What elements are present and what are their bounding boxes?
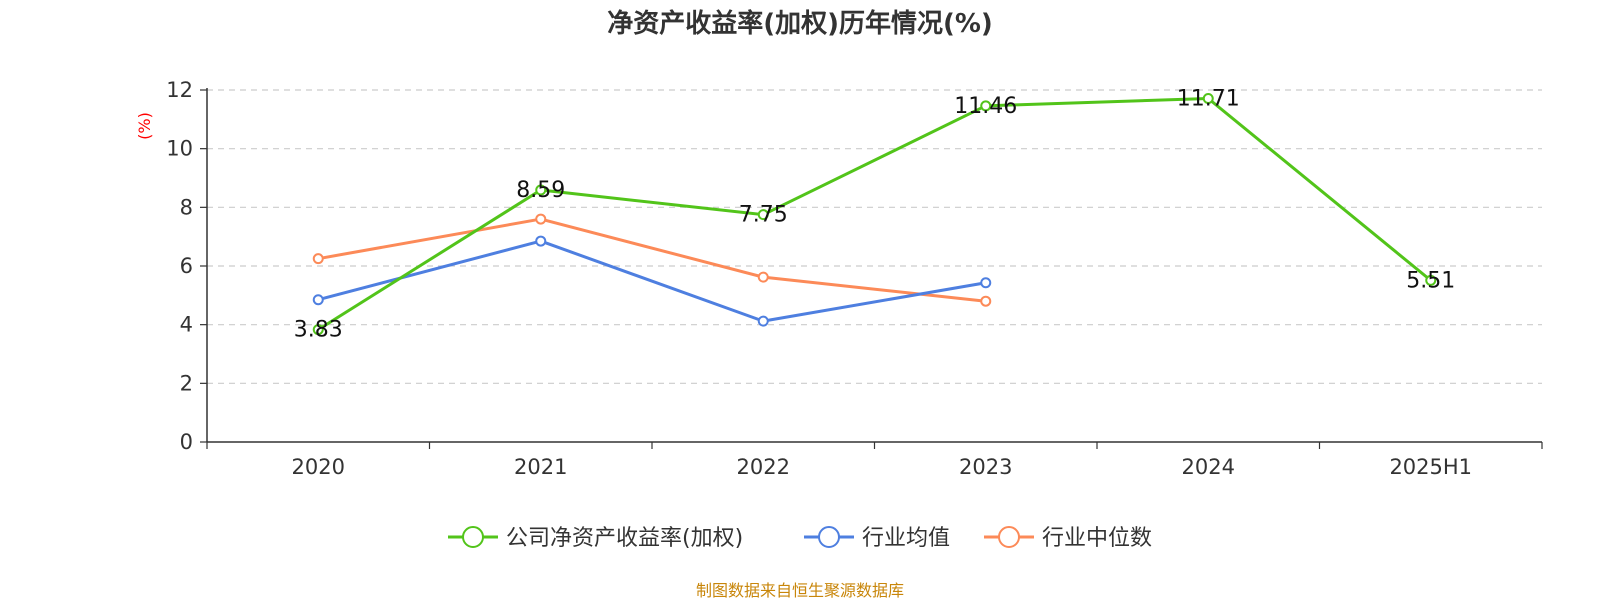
data-labels: 3.83 8.59 7.75 11.46 11.71 5.51: [294, 87, 1455, 343]
series-line-2: [317, 217, 986, 303]
x-tick-label: 2023: [959, 455, 1012, 479]
data-point[interactable]: [980, 277, 992, 289]
legend-label: 公司净资产收益率(加权): [506, 526, 743, 551]
data-point[interactable]: [980, 295, 992, 307]
legend-label: 行业均值: [862, 526, 950, 551]
x-tick-label: 2025H1: [1389, 455, 1472, 479]
data-label: 11.71: [1177, 87, 1240, 112]
x-tick-label: 2024: [1182, 455, 1235, 479]
y-tick-label: 2: [180, 371, 193, 395]
y-tick-label: 6: [180, 254, 193, 278]
y-tick-label: 10: [166, 137, 193, 161]
data-point[interactable]: [312, 324, 324, 336]
legend[interactable]: 公司净资产收益率(加权) 行业均值 行业中位数: [448, 526, 1152, 551]
grid-lines: [207, 89, 1542, 384]
x-tick-label: 2020: [292, 455, 345, 479]
data-point[interactable]: [312, 294, 324, 306]
x-tick-label: 2022: [737, 455, 790, 479]
series-line-1: [317, 239, 987, 323]
series-lines: [312, 93, 1437, 336]
data-point[interactable]: [757, 271, 769, 283]
y-tick-label: 8: [180, 195, 193, 219]
legend-marker: [818, 526, 840, 548]
data-label: 5.51: [1406, 268, 1455, 293]
x-tick-label: 2021: [514, 455, 567, 479]
axes: 0 2 4 6 8 10 12 2020 2021 2022 2023 2024 2025H1: [166, 78, 1543, 479]
legend-item-1[interactable]: 行业均值: [804, 526, 950, 551]
y-axis-label: (%): [135, 112, 154, 140]
series-line-0: [317, 97, 1432, 331]
legend-marker: [462, 526, 484, 548]
data-point[interactable]: [535, 184, 547, 196]
chart-title: 净资产收益率(加权)历年情况(%): [607, 8, 993, 39]
data-label: 7.75: [739, 203, 788, 228]
data-point[interactable]: [1425, 274, 1437, 286]
legend-marker: [998, 526, 1020, 548]
data-point[interactable]: [1202, 93, 1214, 105]
legend-item-2[interactable]: 行业中位数: [984, 526, 1152, 551]
source-note: 制图数据来自恒生聚源数据库: [696, 581, 904, 600]
data-point[interactable]: [757, 315, 769, 327]
data-point[interactable]: [757, 209, 769, 221]
data-label: 3.83: [294, 318, 343, 343]
y-tick-label: 0: [180, 430, 193, 454]
data-point[interactable]: [535, 213, 547, 225]
data-label: 11.46: [954, 94, 1017, 119]
y-tick-label: 12: [166, 78, 193, 102]
y-tick-label: 4: [180, 313, 193, 337]
data-point[interactable]: [535, 235, 547, 247]
data-point[interactable]: [980, 100, 992, 112]
legend-item-0[interactable]: 公司净资产收益率(加权): [448, 526, 743, 551]
legend-label: 行业中位数: [1042, 526, 1152, 551]
data-label: 8.59: [516, 178, 565, 203]
data-point[interactable]: [312, 253, 324, 265]
